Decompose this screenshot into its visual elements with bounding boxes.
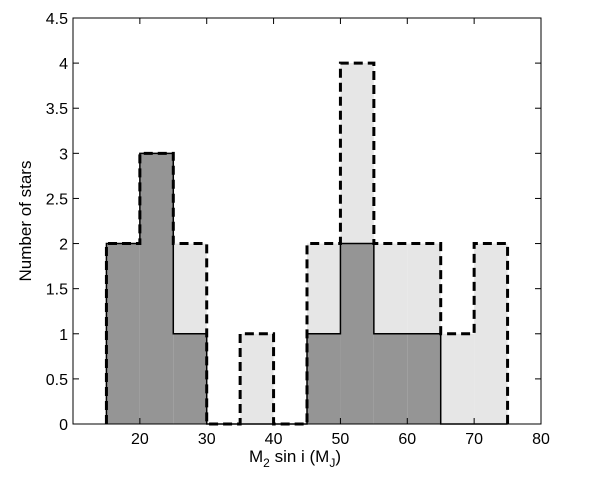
x-axis-label-unit-subscript: J	[329, 456, 335, 470]
x-tick-label: 70	[465, 431, 483, 448]
bar-series-1-bin-5	[240, 333, 274, 424]
y-tick-label: 0	[59, 417, 68, 434]
y-tick-label: 4	[59, 56, 68, 73]
bar-series-1-bin-11	[440, 333, 475, 424]
x-tick-label: 40	[265, 431, 283, 448]
x-axis-label-middle: sin i (M	[270, 447, 330, 466]
bar-series-2-bin-1	[106, 243, 140, 424]
y-tick-label: 1	[59, 327, 68, 344]
bar-series-2-bin-9	[373, 333, 408, 424]
x-axis-label-suffix: )	[335, 447, 341, 466]
x-tick-label: 80	[532, 431, 550, 448]
x-tick-label: 60	[398, 431, 416, 448]
y-tick-label: 2	[59, 237, 68, 254]
bar-series-2-bin-10	[407, 333, 441, 424]
x-tick-label: 20	[131, 431, 149, 448]
y-axis-label: Number of stars	[16, 161, 35, 282]
bar-series-2-bin-2	[139, 153, 174, 425]
y-tick-label: 1.5	[46, 282, 68, 299]
x-tick-label: 50	[332, 431, 350, 448]
bar-series-2-bin-8	[340, 243, 374, 424]
y-tick-label: 3	[59, 146, 68, 163]
y-tick-label: 0.5	[46, 372, 68, 389]
bar-series-2-bin-3	[173, 333, 207, 424]
bar-series-2-bin-7	[307, 333, 341, 424]
x-axis-label-prefix: M	[249, 447, 263, 466]
axis-ticks	[73, 17, 542, 425]
x-axis-label: M2 sin i (MJ)	[249, 447, 341, 470]
y-tick-label: 4.5	[46, 11, 68, 28]
bar-series-1-bin-12	[474, 243, 508, 424]
outline-series-1	[104, 61, 510, 426]
plot-frame	[72, 17, 542, 425]
x-axis-label-prefix-subscript: 2	[263, 456, 270, 470]
y-tick-label: 2.5	[46, 191, 68, 208]
x-tick-label: 30	[198, 431, 216, 448]
tick-labels: 20 30 40 50 60 70 80 0 0.5 1 1.5 2 2.5 3 3.5 4 4.5	[46, 11, 550, 448]
y-tick-label: 3.5	[46, 101, 68, 118]
